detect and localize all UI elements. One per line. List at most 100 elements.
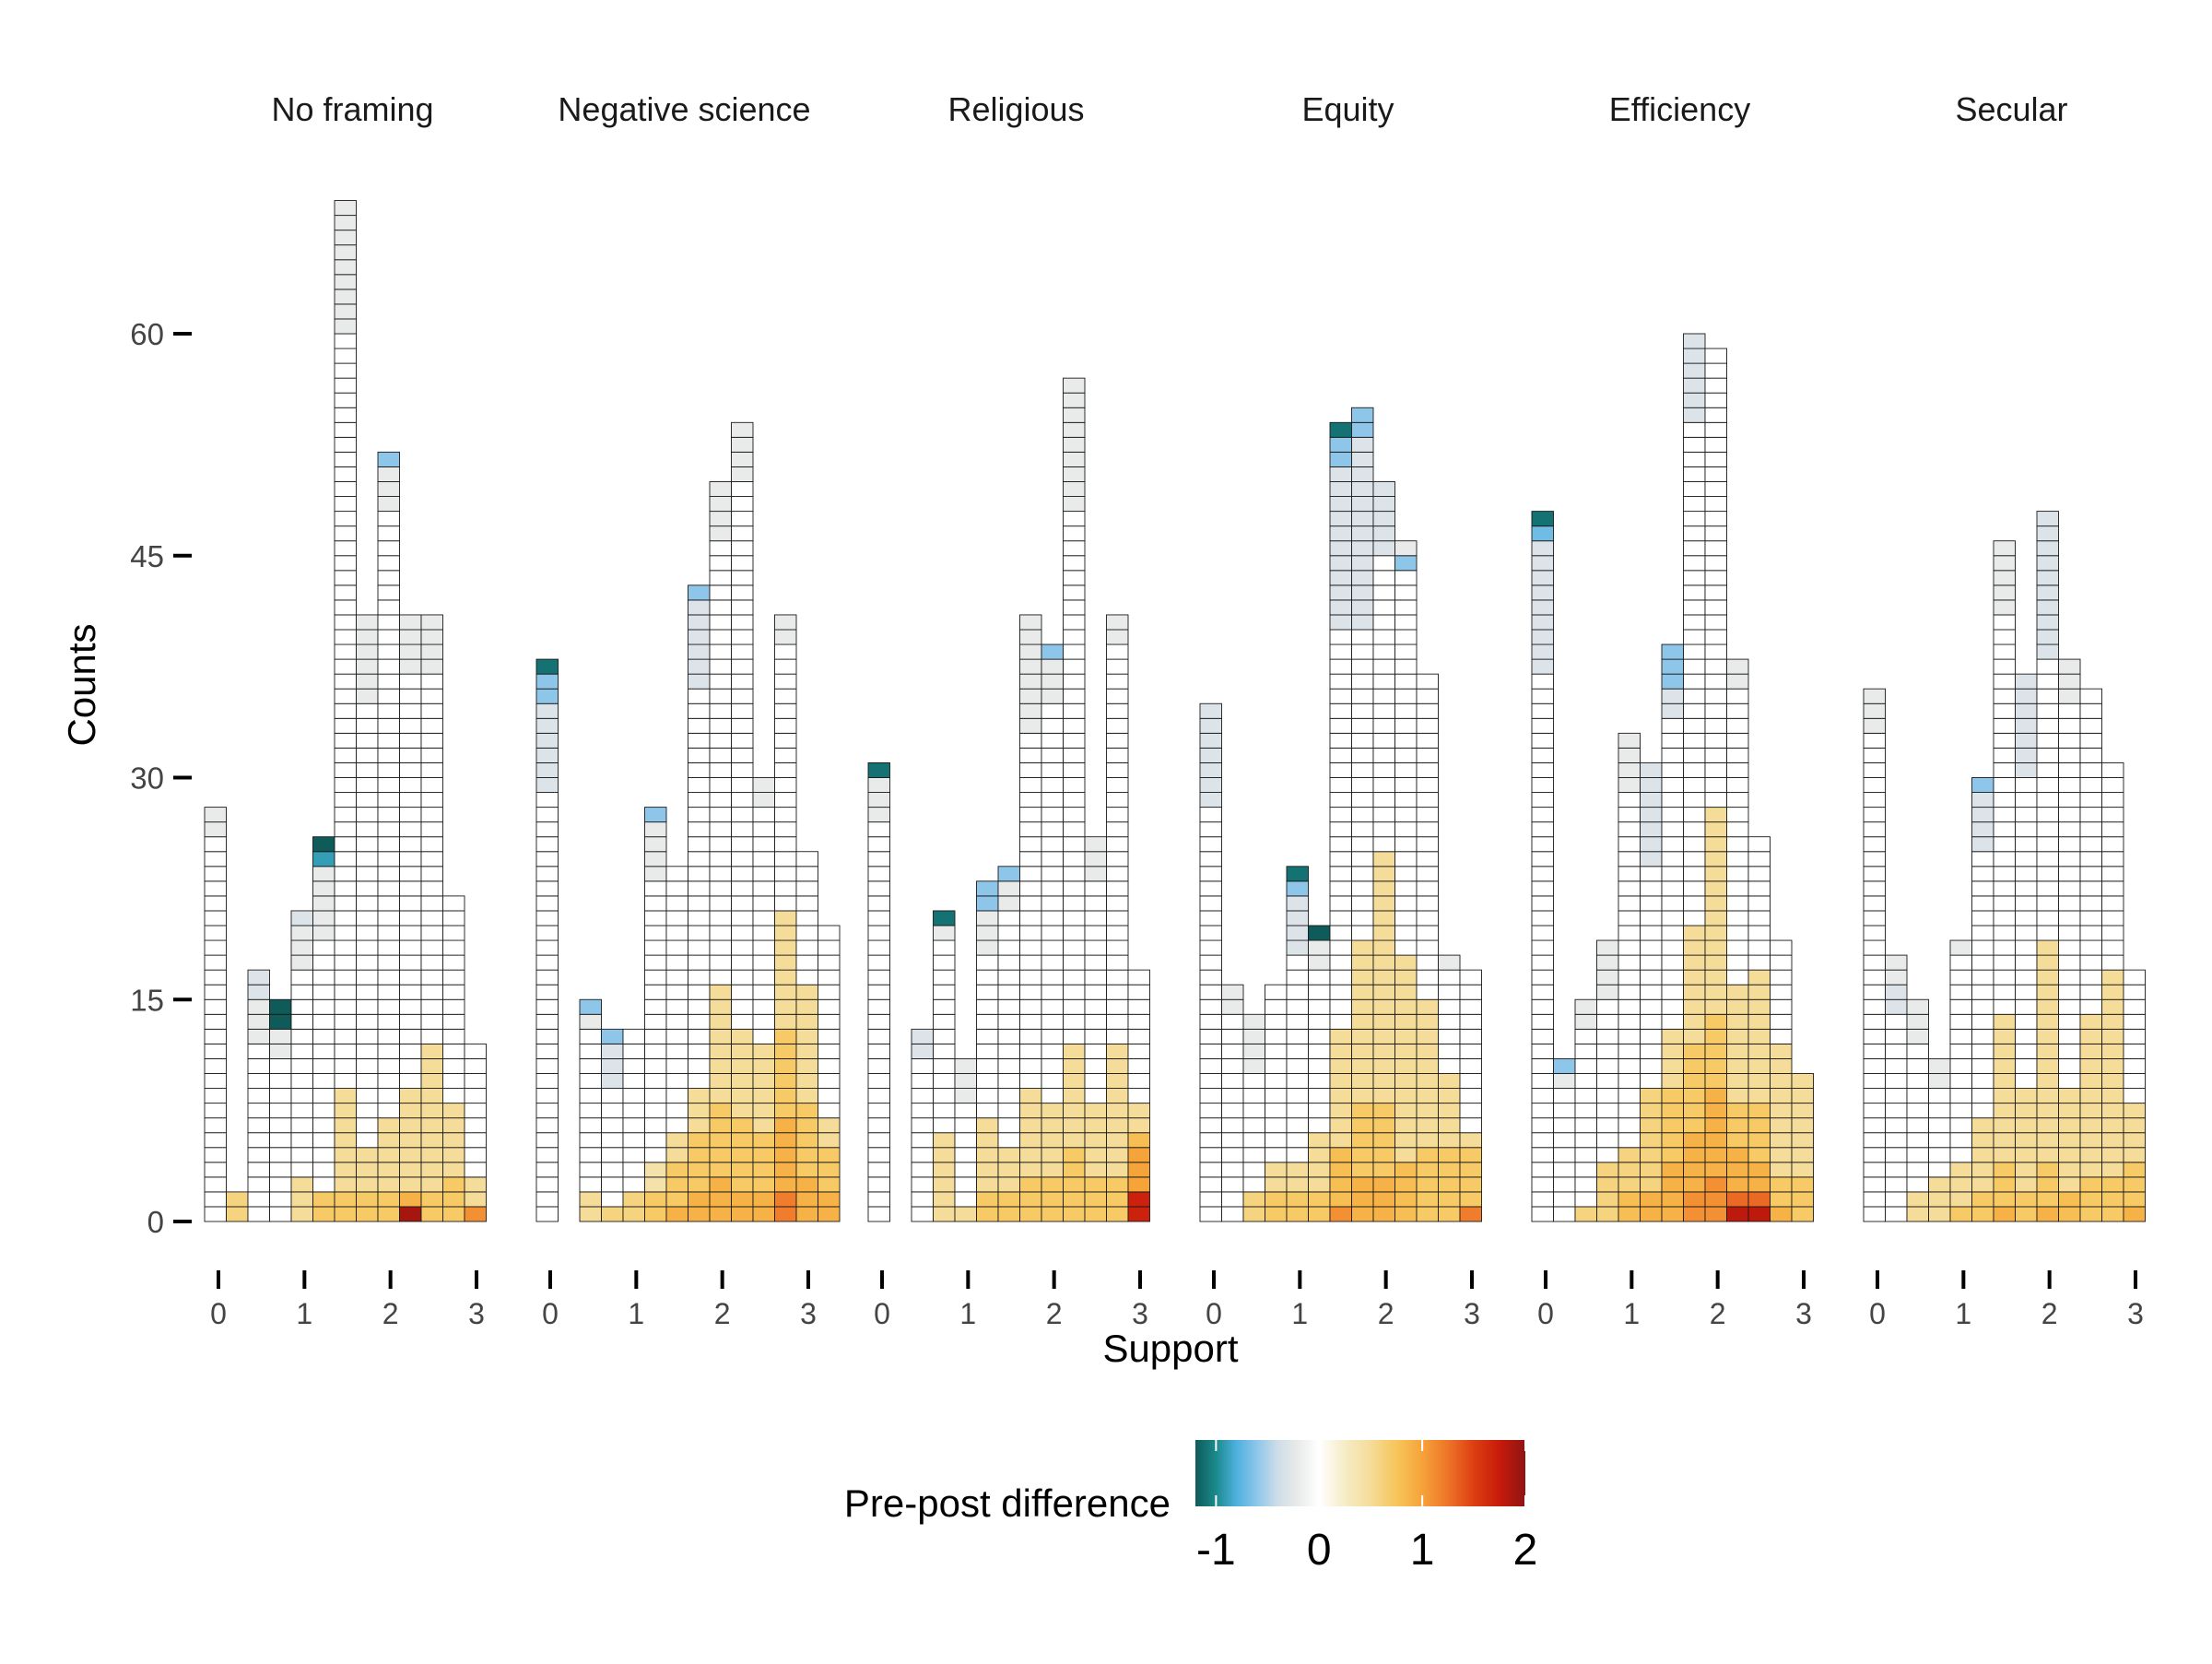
- histogram-tile: [1242, 1013, 1265, 1030]
- histogram-tile: [2036, 821, 2059, 838]
- histogram-tile: [334, 496, 357, 513]
- histogram-tile: [1019, 643, 1042, 660]
- histogram-tile: [1063, 1191, 1086, 1208]
- histogram-tile: [709, 777, 732, 793]
- histogram-tile: [1019, 1191, 1042, 1208]
- histogram-tile: [1747, 1057, 1771, 1074]
- histogram-tile: [709, 762, 732, 778]
- histogram-tile: [1286, 1132, 1309, 1149]
- histogram-tile: [420, 939, 443, 956]
- histogram-tile: [334, 303, 357, 320]
- histogram-tile: [2101, 1147, 2124, 1163]
- histogram-tile: [601, 1117, 624, 1134]
- histogram-tile: [1531, 880, 1554, 897]
- histogram-tile: [1286, 910, 1309, 926]
- histogram-tile: [1041, 821, 1064, 838]
- histogram-tile: [399, 895, 422, 912]
- histogram-tile: [334, 215, 357, 231]
- histogram-tile: [1308, 1013, 1331, 1030]
- histogram-tile: [1019, 1147, 1042, 1163]
- x-tick-label: 1: [1955, 1297, 1971, 1330]
- histogram-tile: [2036, 673, 2059, 690]
- histogram-tile: [731, 1147, 754, 1163]
- histogram-tile: [1704, 1162, 1727, 1178]
- histogram-tile: [535, 717, 559, 734]
- histogram-tile: [1661, 1147, 1684, 1163]
- histogram-tile: [1063, 481, 1086, 497]
- histogram-tile: [269, 1162, 292, 1178]
- histogram-tile: [774, 1162, 797, 1178]
- histogram-tile: [1993, 925, 2016, 941]
- histogram-tile: [312, 1117, 335, 1134]
- histogram-tile: [312, 1132, 335, 1149]
- histogram-tile: [1199, 939, 1222, 956]
- histogram-tile: [601, 1206, 624, 1222]
- histogram-tile: [601, 1028, 624, 1044]
- histogram-tile: [1574, 1206, 1597, 1222]
- histogram-tile: [579, 1206, 602, 1222]
- histogram-tile: [1372, 1117, 1395, 1134]
- histogram-tile: [1993, 1132, 2016, 1149]
- histogram-tile: [399, 792, 422, 808]
- histogram-tile: [954, 1132, 977, 1149]
- histogram-tile: [377, 762, 400, 778]
- histogram-tile: [774, 1206, 797, 1222]
- histogram-tile: [1019, 880, 1042, 897]
- histogram-tile: [752, 777, 775, 793]
- histogram-tile: [774, 1088, 797, 1104]
- histogram-tile: [204, 998, 227, 1015]
- histogram-tile: [911, 1103, 934, 1119]
- histogram-tile: [911, 1162, 934, 1178]
- histogram-tile: [1199, 984, 1222, 1000]
- histogram-tile: [442, 1028, 465, 1044]
- histogram-tile: [1329, 895, 1352, 912]
- histogram-tile: [399, 866, 422, 882]
- legend-tick-label: -1: [1196, 1526, 1236, 1575]
- histogram-tile: [795, 1057, 818, 1074]
- histogram-tile: [997, 910, 1020, 926]
- histogram-tile: [2123, 1132, 2146, 1149]
- histogram-tile: [1372, 1057, 1395, 1074]
- histogram-tile: [1574, 1191, 1597, 1208]
- histogram-tile: [312, 1013, 335, 1030]
- histogram-tile: [377, 584, 400, 601]
- histogram-tile: [709, 496, 732, 513]
- histogram-tile: [2015, 1103, 2038, 1119]
- histogram-tile: [1863, 732, 1886, 749]
- histogram-tile: [1019, 1103, 1042, 1119]
- histogram-tile: [1704, 807, 1727, 823]
- histogram-tile: [1351, 1057, 1374, 1074]
- histogram-tile: [1971, 910, 1994, 926]
- histogram-tile: [2058, 1043, 2081, 1059]
- histogram-tile: [1704, 880, 1727, 897]
- histogram-tile: [442, 1176, 465, 1193]
- histogram-tile: [1906, 1117, 1929, 1134]
- histogram-tile: [2036, 866, 2059, 882]
- histogram-tile: [1928, 1206, 1951, 1222]
- histogram-tile: [1084, 1088, 1107, 1104]
- histogram-tile: [1640, 1162, 1663, 1178]
- histogram-tile: [1747, 1073, 1771, 1089]
- histogram-tile: [1906, 1103, 1929, 1119]
- histogram-tile: [2058, 1013, 2081, 1030]
- histogram-tile: [731, 658, 754, 675]
- histogram-tile: [1084, 969, 1107, 985]
- histogram-tile: [399, 851, 422, 867]
- histogram-tile: [1416, 673, 1439, 690]
- histogram-tile: [1063, 555, 1086, 572]
- histogram-tile: [1106, 910, 1129, 926]
- histogram-tile: [1863, 984, 1886, 1000]
- histogram-tile: [731, 451, 754, 467]
- histogram-tile: [399, 1132, 422, 1149]
- histogram-tile: [997, 1176, 1020, 1193]
- histogram-tile: [622, 1132, 645, 1149]
- histogram-tile: [1704, 348, 1727, 364]
- histogram-tile: [1993, 555, 2016, 572]
- histogram-tile: [665, 969, 688, 985]
- histogram-tile: [1329, 1162, 1352, 1178]
- histogram-tile: [1618, 895, 1641, 912]
- histogram-tile: [1574, 1013, 1597, 1030]
- histogram-tile: [1747, 1088, 1771, 1104]
- histogram-tile: [1329, 540, 1352, 557]
